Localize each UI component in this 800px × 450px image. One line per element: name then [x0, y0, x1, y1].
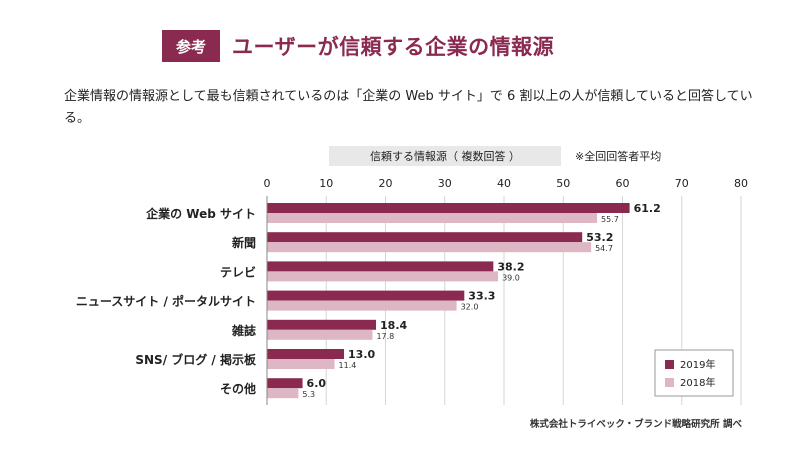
chart-header-label: 信頼する情報源（ 複数回答 ）	[329, 146, 561, 166]
bar-2018	[267, 242, 592, 253]
bar-2019	[267, 261, 494, 272]
reference-badge: 参考	[162, 30, 220, 62]
data-label-2019: 53.2	[586, 231, 613, 244]
bar-2019	[267, 203, 630, 213]
legend-swatch	[665, 378, 674, 387]
x-tick-label: 20	[379, 177, 393, 190]
data-label-2019: 6.0	[307, 377, 327, 390]
x-tick-label: 30	[438, 177, 452, 190]
category-label: 新聞	[232, 235, 256, 250]
legend-box	[654, 349, 734, 397]
legend-label: 2018年	[680, 376, 715, 389]
category-label: SNS/ ブログ / 掲示板	[135, 352, 257, 367]
bar-2019	[267, 378, 303, 389]
x-tick-label: 10	[319, 177, 333, 190]
data-label-2018: 32.0	[461, 303, 479, 312]
x-tick-label: 60	[616, 177, 630, 190]
data-label-2019: 33.3	[468, 290, 495, 303]
data-label-2019: 13.0	[348, 348, 375, 361]
bar-2019	[267, 319, 377, 330]
description-text: 企業情報の情報源として最も信頼されているのは「企業の Web サイト」で 6 割…	[64, 89, 753, 126]
bar-2018	[267, 388, 299, 399]
category-label: ニュースサイト / ポータルサイト	[76, 294, 256, 309]
page-header: 参考 ユーザーが信頼する企業の情報源	[162, 30, 554, 62]
source-credit: 株式会社トライベック・ブランド戦略研究所 調べ	[529, 419, 742, 430]
x-tick-label: 70	[675, 177, 689, 190]
legend-swatch	[665, 360, 674, 369]
category-label: その他	[220, 381, 256, 396]
x-tick-label: 40	[497, 177, 511, 190]
data-label-2018: 54.7	[595, 244, 613, 253]
data-label-2018: 39.0	[502, 273, 520, 282]
bar-2018	[267, 329, 373, 340]
category-label: 雑誌	[231, 323, 256, 338]
data-label-2018: 5.3	[302, 390, 315, 399]
bar-2019	[267, 290, 465, 301]
chart-note: ※全回回答者平均	[575, 150, 662, 163]
bar-2018	[267, 359, 335, 369]
bar-2018	[267, 271, 499, 282]
category-label: テレビ	[220, 264, 256, 279]
data-label-2018: 11.4	[339, 361, 357, 370]
bar-2019	[267, 232, 583, 243]
data-label-2019: 18.4	[380, 319, 407, 332]
data-label-2019: 61.2	[634, 202, 661, 215]
x-tick-label: 0	[264, 177, 271, 190]
page-title: ユーザーが信頼する企業の情報源	[232, 35, 555, 59]
x-tick-label: 50	[556, 177, 570, 190]
data-label-2018: 55.7	[601, 215, 619, 224]
category-label: 企業の Web サイト	[145, 206, 256, 221]
data-label-2019: 38.2	[497, 260, 524, 273]
bar-2018	[267, 213, 598, 223]
bar-2018	[267, 300, 457, 311]
x-tick-label: 80	[734, 177, 748, 190]
data-label-2018: 17.8	[376, 332, 394, 341]
legend-label: 2019年	[680, 358, 715, 371]
bar-2019	[267, 349, 345, 359]
